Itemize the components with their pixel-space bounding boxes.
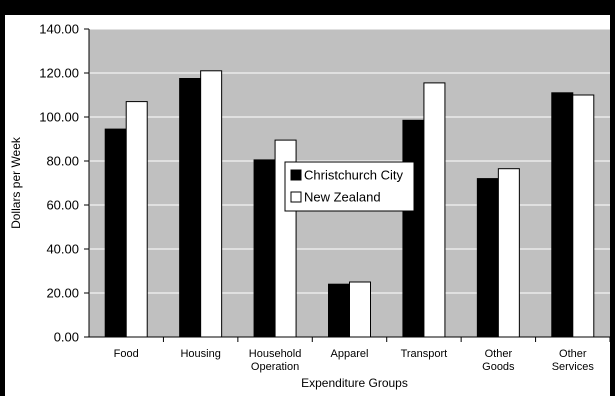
bar-new-zealand bbox=[125, 101, 148, 338]
y-tick-label: 120.00 bbox=[39, 66, 79, 81]
y-tick-label: 40.00 bbox=[46, 242, 79, 257]
x-category-label: Goods bbox=[482, 361, 515, 373]
bar-new-zealand bbox=[423, 82, 446, 338]
y-axis-title: Dollars per Week bbox=[9, 136, 23, 229]
bar-new-zealand bbox=[349, 281, 371, 338]
axes bbox=[84, 28, 610, 342]
x-axis-title: Expenditure Groups bbox=[301, 376, 408, 390]
y-tick-label: 60.00 bbox=[46, 198, 79, 213]
bar-christchurch bbox=[104, 128, 127, 338]
y-tick-labels: 0.00 20.00 40.00 60.00 80.00 100.00 120.00 140.… bbox=[39, 22, 79, 345]
x-category-label: Housing bbox=[180, 348, 220, 360]
y-tick-label: 80.00 bbox=[46, 154, 79, 169]
bars bbox=[104, 70, 595, 338]
y-tick-label: 0.00 bbox=[54, 330, 79, 345]
x-category-label: Other bbox=[559, 348, 587, 360]
bar-new-zealand bbox=[497, 168, 520, 338]
bar-christchurch bbox=[402, 119, 425, 338]
bar-christchurch bbox=[328, 283, 350, 338]
legend-swatch-new-zealand bbox=[290, 191, 302, 203]
x-category-label: Household bbox=[249, 348, 302, 360]
x-category-label: Food bbox=[114, 348, 139, 360]
y-tick-label: 100.00 bbox=[39, 110, 79, 125]
bar-christchurch bbox=[179, 78, 202, 338]
bar-christchurch bbox=[476, 178, 499, 338]
x-category-label: Apparel bbox=[331, 348, 369, 360]
chart-panel: 0.00 20.00 40.00 60.00 80.00 100.00 120.00 140.… bbox=[5, 15, 610, 396]
bar-new-zealand bbox=[200, 70, 223, 338]
x-category-label: Transport bbox=[401, 348, 448, 360]
legend-swatch-christchurch bbox=[290, 169, 302, 181]
legend-label-new-zealand: New Zealand bbox=[304, 190, 381, 205]
x-category-label: Other bbox=[485, 348, 513, 360]
legend-box bbox=[284, 161, 415, 212]
x-category-label: Operation bbox=[251, 361, 299, 373]
x-category-label: Services bbox=[552, 361, 595, 373]
legend-label-christchurch: Christchurch City bbox=[304, 168, 403, 183]
bar-new-zealand bbox=[572, 94, 595, 338]
y-tick-label: 140.00 bbox=[39, 22, 79, 37]
bar-christchurch bbox=[253, 159, 276, 338]
y-tick-label: 20.00 bbox=[46, 286, 79, 301]
legend: Christchurch City New Zealand bbox=[284, 161, 415, 212]
bar-christchurch bbox=[551, 92, 574, 338]
bar-chart: 0.00 20.00 40.00 60.00 80.00 100.00 120.00 140.… bbox=[9, 22, 610, 390]
